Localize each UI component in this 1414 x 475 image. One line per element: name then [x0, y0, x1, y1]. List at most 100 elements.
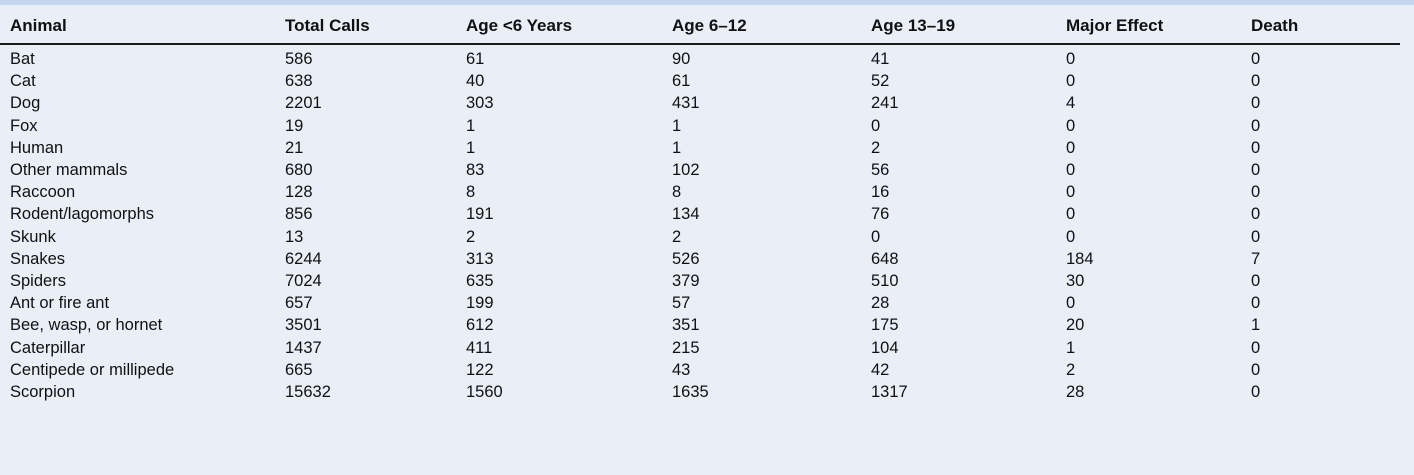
cell-total-calls: 680: [285, 161, 313, 180]
cell-animal: Ant or fire ant: [10, 294, 110, 313]
table-row: Human 21 1 1 2 0 0: [0, 137, 1400, 159]
cell-animal: Centipede or millipede: [10, 360, 175, 379]
cell-death: 0: [1251, 50, 1261, 68]
cell-age-13-19: 104: [871, 338, 899, 357]
cell-age-under-6: 83: [466, 161, 485, 180]
cell-age-13-19: 1317: [871, 383, 908, 402]
table-row: Spiders 7024 635 379 510 30 0: [0, 270, 1400, 292]
cell-age-6-12: 43: [672, 360, 691, 379]
cell-age-6-12: 526: [672, 249, 700, 268]
table-row: Caterpillar 1437 411 215 104 1 0: [0, 337, 1400, 359]
cell-animal: Fox: [10, 116, 38, 135]
cell-major-effect: 20: [1066, 316, 1085, 335]
cell-age-under-6: 313: [466, 249, 494, 268]
table-row: Skunk 13 2 2 0 0 0: [0, 226, 1400, 248]
cell-total-calls: 2201: [285, 94, 322, 113]
cell-major-effect: 0: [1066, 116, 1076, 135]
table-row: Centipede or millipede 665 122 43 42 2 0: [0, 359, 1400, 381]
cell-age-6-12: 134: [672, 205, 700, 224]
cell-major-effect: 2: [1066, 360, 1076, 379]
cell-age-under-6: 199: [466, 294, 494, 313]
cell-death: 7: [1251, 249, 1261, 268]
cell-death: 0: [1251, 338, 1261, 357]
cell-major-effect: 30: [1066, 272, 1085, 291]
cell-death: 0: [1251, 72, 1261, 91]
cell-animal: Dog: [10, 94, 41, 113]
cell-death: 0: [1251, 360, 1261, 379]
cell-age-6-12: 8: [672, 183, 682, 202]
cell-age-under-6: 635: [466, 272, 494, 291]
cell-age-13-19: 41: [871, 50, 890, 68]
cell-total-calls: 856: [285, 205, 313, 224]
cell-total-calls: 6244: [285, 249, 322, 268]
cell-total-calls: 665: [285, 360, 313, 379]
cell-total-calls: 13: [285, 227, 304, 246]
header-age-13-19: Age 13–19: [861, 5, 1056, 45]
cell-death: 0: [1251, 227, 1261, 246]
cell-age-under-6: 1: [466, 116, 476, 135]
table-row: Fox 19 1 1 0 0 0: [0, 115, 1400, 137]
cell-age-under-6: 2: [466, 227, 476, 246]
cell-age-under-6: 8: [466, 183, 476, 202]
header-age-6-12: Age 6–12: [662, 5, 861, 45]
cell-age-13-19: 42: [871, 360, 890, 379]
cell-age-under-6: 1: [466, 138, 476, 157]
cell-death: 0: [1251, 94, 1261, 113]
table-row: Raccoon 128 8 8 16 0 0: [0, 181, 1400, 203]
cell-animal: Caterpillar: [10, 338, 86, 357]
cell-major-effect: 0: [1066, 183, 1076, 202]
cell-total-calls: 1437: [285, 338, 322, 357]
cell-death: 1: [1251, 316, 1261, 335]
cell-animal: Raccoon: [10, 183, 76, 202]
cell-major-effect: 0: [1066, 161, 1076, 180]
cell-animal: Cat: [10, 72, 36, 91]
cell-death: 0: [1251, 116, 1261, 135]
cell-age-under-6: 411: [466, 338, 493, 357]
cell-age-13-19: 56: [871, 161, 890, 180]
table-row: Snakes 6244 313 526 648 184 7: [0, 248, 1400, 270]
cell-animal: Human: [10, 138, 64, 157]
cell-age-under-6: 1560: [466, 383, 503, 402]
cell-major-effect: 4: [1066, 94, 1076, 113]
cell-total-calls: 3501: [285, 316, 322, 335]
cell-death: 0: [1251, 272, 1261, 291]
cell-total-calls: 15632: [285, 383, 331, 402]
cell-animal: Bat: [10, 50, 35, 68]
header-animal: Animal: [0, 5, 275, 45]
table-body: Bat 586 61 90 41 0 0 Cat 638 40 61 52 0 0 Dog 2201 303 43…: [0, 44, 1400, 403]
cell-age-6-12: 90: [672, 50, 691, 68]
cell-age-6-12: 1635: [672, 383, 709, 402]
cell-major-effect: 0: [1066, 294, 1076, 313]
cell-age-13-19: 0: [871, 227, 881, 246]
cell-death: 0: [1251, 138, 1261, 157]
table-row: Ant or fire ant 657 199 57 28 0 0: [0, 292, 1400, 314]
cell-age-13-19: 16: [871, 183, 890, 202]
cell-age-under-6: 303: [466, 94, 494, 113]
animal-calls-table: Animal Total Calls Age <6 Years Age 6–12…: [0, 5, 1400, 403]
cell-major-effect: 1: [1066, 338, 1076, 357]
cell-total-calls: 21: [285, 138, 304, 157]
cell-age-13-19: 0: [871, 116, 881, 135]
cell-age-13-19: 510: [871, 272, 899, 291]
table-row: Bee, wasp, or hornet 3501 612 351 175 20 1: [0, 314, 1400, 336]
cell-major-effect: 28: [1066, 383, 1085, 402]
cell-death: 0: [1251, 161, 1261, 180]
cell-age-under-6: 61: [466, 50, 485, 68]
cell-animal: Rodent/lagomorphs: [10, 205, 155, 224]
cell-age-under-6: 612: [466, 316, 494, 335]
table-header: Animal Total Calls Age <6 Years Age 6–12…: [0, 5, 1400, 45]
cell-age-13-19: 648: [871, 249, 899, 268]
cell-death: 0: [1251, 183, 1261, 202]
header-major-effect: Major Effect: [1056, 5, 1241, 45]
cell-age-under-6: 122: [466, 360, 494, 379]
cell-total-calls: 586: [285, 50, 313, 68]
cell-death: 0: [1251, 205, 1261, 224]
cell-death: 0: [1251, 383, 1261, 402]
cell-age-6-12: 379: [672, 272, 700, 291]
cell-age-13-19: 76: [871, 205, 890, 224]
cell-age-6-12: 61: [672, 72, 691, 91]
table-row: Bat 586 61 90 41 0 0: [0, 44, 1400, 70]
table-row: Other mammals 680 83 102 56 0 0: [0, 159, 1400, 181]
cell-age-6-12: 215: [672, 338, 700, 357]
